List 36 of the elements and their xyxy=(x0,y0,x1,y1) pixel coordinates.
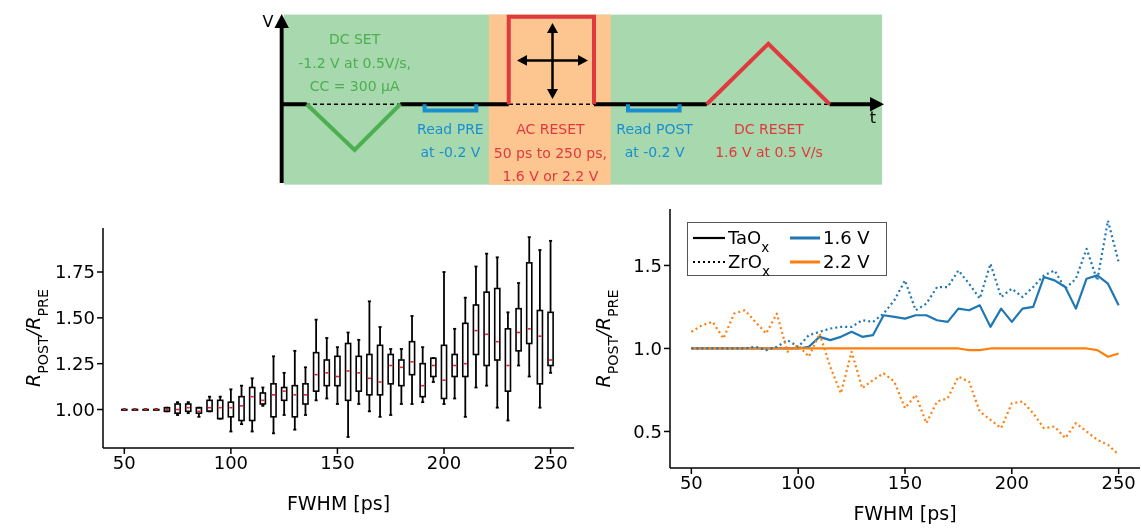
y-tick-label: 1.5 xyxy=(633,254,662,276)
text: at -0.2 V xyxy=(420,144,481,160)
y-tick-label: 1.00 xyxy=(54,398,95,420)
x-tick-label: 100 xyxy=(781,471,816,493)
text: V xyxy=(262,12,274,31)
x-axis-title: FWHM [ps] xyxy=(853,502,957,524)
y-tick-label: 1.0 xyxy=(633,337,662,359)
line-series xyxy=(690,309,1120,456)
x-axis-title: FWHM [ps] xyxy=(286,492,391,514)
text: 1.6 V at 0.5 V/s xyxy=(715,144,823,160)
y-tick-label: 1.25 xyxy=(54,353,95,375)
text: CC = 300 μA xyxy=(309,78,400,94)
y-tick-label: 1.50 xyxy=(54,307,95,329)
x-tick-label: 150 xyxy=(320,451,355,473)
text: Read POST xyxy=(616,121,694,137)
text: AC RESET xyxy=(516,121,586,137)
text: DC RESET xyxy=(734,121,805,137)
x-tick-label: 200 xyxy=(426,451,462,473)
x-tick-label: 50 xyxy=(679,471,703,493)
x-tick-label: 100 xyxy=(213,451,249,473)
y-tick-label: 0.5 xyxy=(633,420,662,442)
text: 50 ps to 250 ps, xyxy=(493,145,607,161)
x-tick-label: 250 xyxy=(533,451,568,473)
text: t xyxy=(869,108,877,127)
annotation: 2.2 V xyxy=(823,251,871,272)
text: 1.6 V or 2.2 V xyxy=(502,168,599,184)
text: -1.2 V at 0.5V/s, xyxy=(298,55,411,71)
x-tick-label: 50 xyxy=(112,451,136,473)
y-tick-label: 1.75 xyxy=(54,261,95,283)
text: Read PRE xyxy=(417,121,484,137)
annotation: 1.6 V xyxy=(823,227,871,248)
x-tick-label: 200 xyxy=(994,471,1029,493)
x-tick-label: 150 xyxy=(887,471,923,493)
text: DC SET xyxy=(328,31,381,47)
x-tick-label: 250 xyxy=(1101,471,1136,493)
text: at -0.2 V xyxy=(624,144,685,160)
